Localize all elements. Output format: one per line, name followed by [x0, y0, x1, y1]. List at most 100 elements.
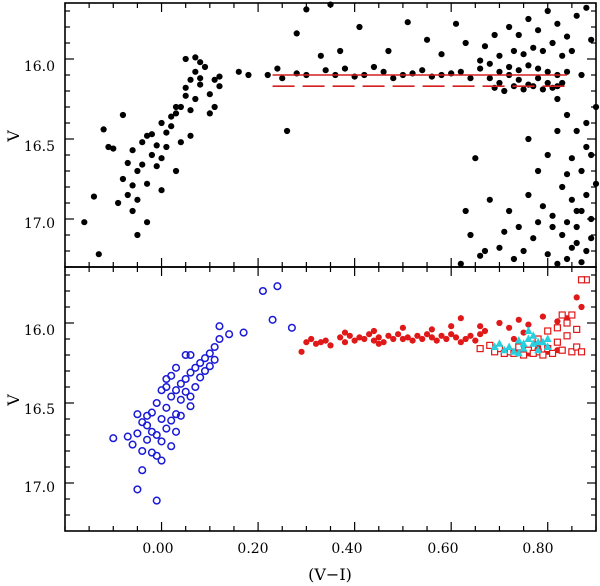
data-point [520, 247, 527, 255]
data-point [341, 329, 349, 336]
x-tick-label-3: 0.60 [427, 541, 458, 557]
data-point [337, 47, 344, 55]
x-tick-label-2: 0.40 [331, 541, 362, 557]
data-point [171, 427, 181, 436]
data-point [578, 259, 585, 266]
data-point [534, 345, 543, 354]
data-point [187, 76, 194, 83]
data-point [187, 132, 194, 139]
data-point [573, 239, 580, 247]
data-point [515, 67, 522, 74]
data-point [520, 51, 527, 58]
data-point [143, 180, 151, 187]
data-point [462, 39, 469, 47]
data-point [177, 139, 184, 146]
data-point [525, 321, 532, 328]
data-point [235, 68, 242, 75]
data-point [588, 36, 595, 43]
data-point [534, 219, 542, 226]
data-point [182, 92, 189, 99]
data-point [171, 363, 181, 372]
data-point [428, 326, 435, 333]
data-point [496, 79, 503, 87]
data-point [158, 119, 165, 127]
data-point [568, 311, 576, 319]
data-point [168, 123, 175, 130]
data-point [337, 334, 344, 341]
data-point [139, 161, 146, 168]
data-point [157, 456, 166, 465]
data-point [548, 349, 557, 357]
bottom-y-tick-label-0: 16.0 [24, 323, 55, 339]
data-point [109, 434, 118, 443]
data-point [380, 68, 387, 75]
series-variable-rr-lyrae [490, 326, 552, 357]
data-point [192, 95, 199, 103]
data-point [385, 332, 392, 339]
data-point [95, 251, 102, 258]
data-point [181, 387, 190, 396]
data-point [186, 402, 195, 411]
data-point [543, 334, 552, 342]
data-point [554, 95, 561, 103]
data-point [210, 342, 219, 352]
data-point [476, 345, 484, 353]
data-point [506, 207, 513, 215]
data-point [452, 334, 460, 341]
data-point [216, 73, 223, 80]
data-point [192, 54, 199, 61]
data-point [171, 386, 181, 395]
data-point [186, 368, 195, 377]
data-point [462, 207, 469, 215]
data-point [583, 4, 590, 11]
data-point [524, 334, 533, 342]
data-point [268, 315, 277, 324]
data-point [162, 424, 171, 433]
data-point [554, 20, 561, 27]
bottom-axis-ticks [64, 267, 597, 531]
data-point [152, 451, 161, 460]
data-point [573, 223, 580, 231]
data-point [105, 143, 112, 151]
data-point [438, 332, 445, 339]
data-point [423, 331, 431, 338]
data-point [375, 334, 382, 341]
data-point [380, 339, 387, 346]
data-point [191, 363, 200, 372]
data-point [539, 47, 547, 55]
data-point [215, 334, 224, 344]
data-point [486, 341, 494, 349]
data-point [162, 403, 171, 412]
data-point [515, 223, 522, 231]
top-y-tick-label-1: 16.5 [24, 139, 55, 155]
x-tick-label-0: 0.00 [142, 541, 173, 557]
data-point [501, 228, 508, 235]
data-point [501, 87, 508, 95]
data-point [534, 27, 542, 34]
data-point [428, 334, 435, 341]
bottom-y-tick-label-1: 16.5 [24, 402, 55, 418]
data-point [124, 159, 131, 167]
data-point [128, 440, 137, 449]
data-point [129, 182, 136, 189]
top-y-tick-label-2: 17.0 [24, 216, 55, 232]
data-point [390, 335, 397, 343]
data-point [525, 15, 532, 23]
data-point [182, 55, 189, 63]
data-point [172, 167, 180, 175]
data-point [544, 68, 551, 75]
data-point [356, 23, 363, 31]
data-point [534, 337, 543, 346]
data-point [578, 303, 585, 311]
data-point [423, 36, 431, 43]
data-point [191, 382, 200, 392]
data-point [491, 31, 498, 39]
data-point [172, 103, 180, 111]
top-data-points [81, 1, 600, 267]
data-point [525, 62, 532, 69]
data-point [506, 324, 513, 331]
data-point [481, 43, 489, 50]
data-point [341, 339, 349, 346]
data-point [558, 346, 566, 354]
data-point [438, 51, 445, 58]
